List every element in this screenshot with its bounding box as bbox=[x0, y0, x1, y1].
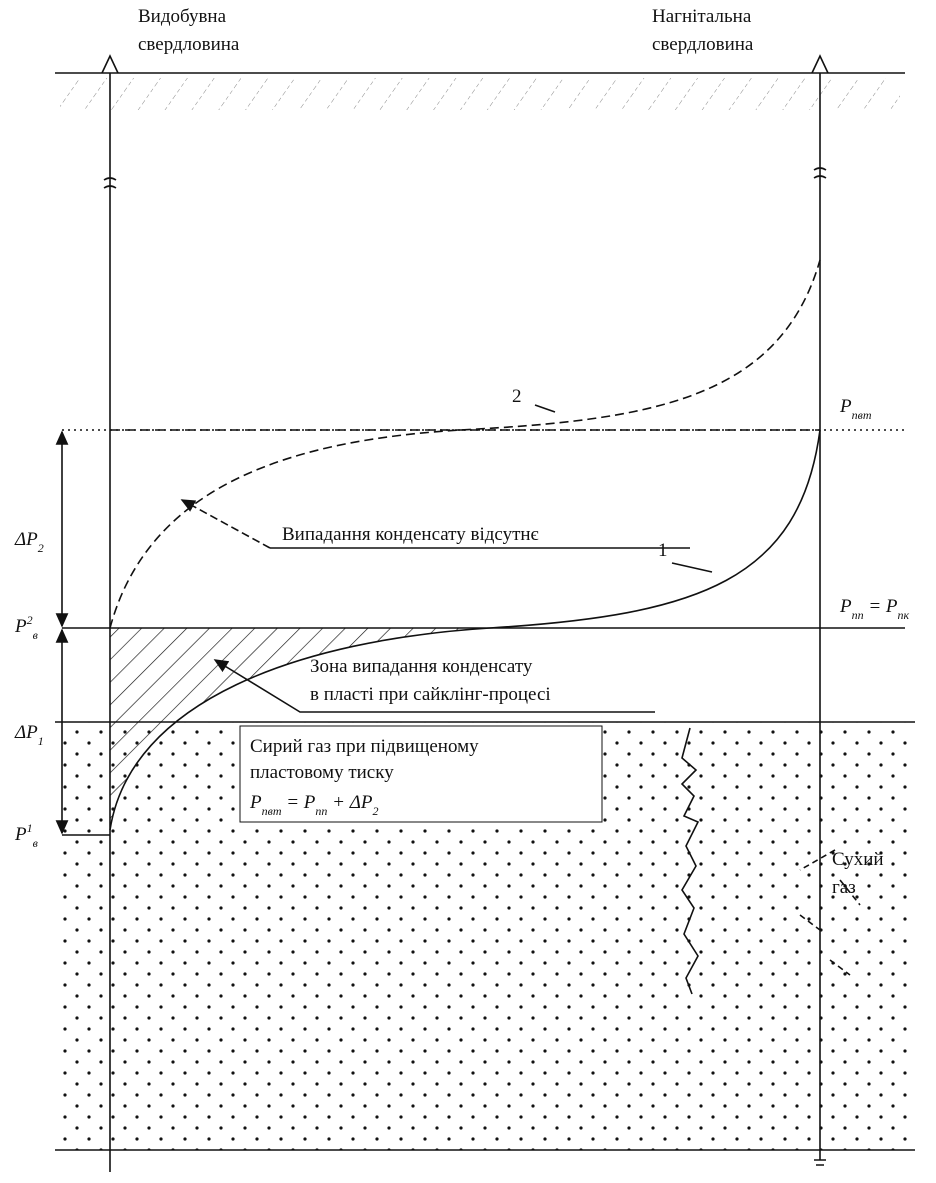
label-part: пвт bbox=[852, 408, 872, 422]
label-part: пвт bbox=[262, 804, 282, 818]
label-part: P bbox=[839, 396, 852, 417]
annotation: газ bbox=[832, 877, 856, 898]
label-part: P bbox=[249, 792, 262, 813]
label-part: 2 bbox=[27, 613, 33, 627]
label-part: P bbox=[14, 616, 27, 637]
label-part: P bbox=[14, 824, 27, 845]
label-part: P bbox=[839, 596, 852, 617]
label-part: в bbox=[33, 628, 38, 642]
label-part: пп bbox=[315, 804, 327, 818]
pressure-label: P2в bbox=[14, 613, 38, 642]
label-part: + ΔP bbox=[327, 792, 372, 813]
annotation: в пласті при сайклінг-процесі bbox=[310, 684, 551, 705]
pressure-label: Pпвт bbox=[839, 396, 872, 422]
annotation: Зона випадання конденсату bbox=[310, 656, 533, 677]
label-part: 2 bbox=[38, 541, 44, 555]
label-part: пп bbox=[852, 608, 864, 622]
label-part: 1 bbox=[27, 821, 33, 835]
pressure-label: Pпп = Pпк bbox=[839, 596, 910, 622]
label-part: в bbox=[33, 836, 38, 850]
annotation: Випадання конденсату відсутнє bbox=[282, 524, 539, 545]
well-label: Видобувна bbox=[138, 6, 227, 27]
label-part: 2 bbox=[373, 804, 379, 818]
label-part: = P bbox=[864, 596, 898, 617]
diagram: Видобувна свердловина Нагнітальна свердлови… bbox=[0, 0, 936, 1183]
label-part: пк bbox=[898, 608, 910, 622]
pressure-label: P1в bbox=[14, 821, 38, 850]
pressure-label: ΔP1 bbox=[14, 722, 44, 748]
pressure-label: ΔP2 bbox=[14, 529, 44, 555]
curve-label: 1 bbox=[658, 540, 668, 561]
label-part: = P bbox=[281, 792, 315, 813]
well-label: Нагнітальна bbox=[652, 6, 752, 27]
layout bbox=[55, 56, 915, 1172]
annotation: Сирий газ при підвищеному bbox=[250, 736, 479, 757]
label-part: ΔP bbox=[14, 529, 38, 550]
label-part: ΔP bbox=[14, 722, 38, 743]
well-label: свердловина bbox=[652, 34, 754, 55]
annotation: пластовому тиску bbox=[250, 762, 394, 783]
label-part: 1 bbox=[38, 734, 44, 748]
curve-label: 2 bbox=[512, 386, 522, 407]
well-label: свердловина bbox=[138, 34, 240, 55]
annotation: Сухий bbox=[832, 849, 884, 870]
